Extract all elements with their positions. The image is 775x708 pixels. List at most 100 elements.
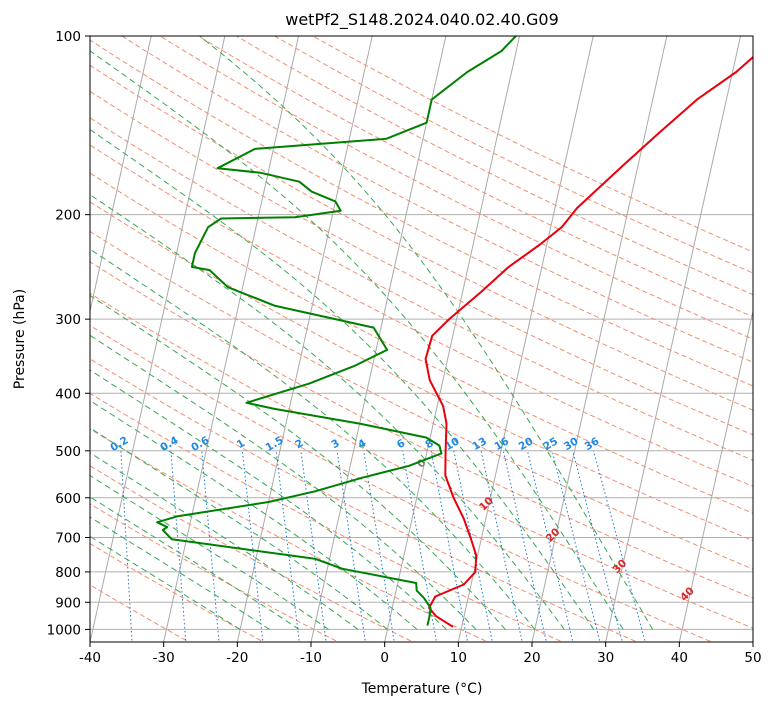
isotherm-line (90, 36, 226, 642)
dry-adiabat-line (90, 39, 753, 387)
moist-adiabat-line (90, 194, 565, 630)
moist-adiabat-line (90, 399, 418, 630)
isotherm-line (678, 308, 753, 642)
y-tick-label: 400 (55, 386, 81, 402)
y-tick-label: 700 (55, 531, 81, 547)
isotherm-line (531, 36, 668, 642)
dry-adiabat-line (90, 117, 753, 461)
y-tick-label: 300 (55, 312, 81, 328)
x-tick-label: -20 (226, 650, 248, 666)
mixing-ratio-line (402, 450, 437, 642)
mixing-ratio-line (275, 450, 300, 642)
mixing-ratio-line (502, 450, 547, 642)
axes-border (89, 35, 754, 643)
dry-adiabat-line (90, 358, 639, 642)
x-tick-label: 40 (671, 650, 688, 666)
isotherm-line (384, 36, 521, 642)
isotherm-label: 40 (678, 585, 697, 604)
y-tick-label: 600 (55, 491, 81, 507)
mixing-ratio-line (336, 450, 366, 642)
mixing-ratio-line (593, 450, 646, 642)
mixing-ratio-line (572, 450, 623, 642)
isotherm-label: 30 (610, 557, 629, 576)
dry-adiabat-line (90, 428, 489, 642)
mixing-ratio-label: 3 (329, 437, 341, 451)
dry-adiabat-line (90, 584, 190, 642)
temperature-profile-line (424, 55, 753, 628)
moist-adiabat-line (90, 334, 477, 630)
x-tick-label: -10 (300, 650, 322, 666)
dry-adiabat-line (311, 36, 753, 253)
isotherm-line (0, 23, 7, 645)
dry-adiabat-line (90, 392, 564, 642)
mixing-ratio-line (170, 450, 187, 642)
isotherm-line (236, 36, 373, 642)
y-tick-label: 800 (55, 565, 81, 581)
dry-adiabat-line (90, 292, 753, 629)
mixing-ratio-line (300, 450, 327, 642)
mixing-ratio-line (74, 451, 82, 645)
mixing-ratio-line (551, 450, 601, 642)
dry-adiabat-line (90, 230, 753, 570)
dry-adiabat-line (90, 261, 753, 599)
moist-adiabat-line (90, 535, 241, 630)
mixing-ratio-label: 1 (235, 437, 247, 451)
isotherm-line (752, 639, 753, 642)
x-tick-label: 20 (523, 650, 540, 666)
axes-frame: -40 -30 -20 -10 0 10 20 30 40 50 100 200 300 400 500 60… (47, 29, 762, 666)
dry-adiabat-line (90, 90, 753, 436)
dry-adiabat-line (235, 36, 753, 296)
x-tick-label: -40 (79, 650, 101, 666)
plot-area: 0.10.20.40.611.52346810131620253036-100-… (0, 23, 753, 645)
mixing-ratio-line (480, 450, 523, 642)
x-tick-label: 30 (597, 650, 614, 666)
mixing-ratio-line (201, 450, 220, 642)
dry-adiabat-line (159, 36, 753, 340)
moist-adiabat-line (90, 452, 359, 630)
x-tick-label: 10 (450, 650, 467, 666)
isotherm-line (605, 36, 742, 642)
mixing-ratio-line (430, 450, 469, 642)
dry-adiabat-line (90, 172, 753, 514)
dry-adiabat-line (90, 64, 753, 411)
x-tick-label: 0 (380, 650, 389, 666)
dry-adiabat-line (90, 503, 340, 642)
y-tick-label: 100 (55, 29, 81, 45)
mixing-ratio-line (527, 450, 574, 642)
moist-adiabat-line (90, 427, 388, 630)
moist-adiabat-line (90, 369, 447, 630)
mixing-ratio-line (363, 450, 395, 642)
moist-adiabat-line (90, 50, 624, 630)
mixing-ratio-label: 4 (356, 437, 368, 451)
mixing-ratio-line (120, 450, 133, 642)
dry-adiabat-line (273, 36, 753, 274)
dry-adiabat-line (90, 465, 415, 642)
moist-adiabat-line (199, 36, 654, 630)
dewpoint-profile-line (156, 36, 517, 626)
y-axis-label: Pressure (hPa) (12, 289, 28, 389)
mixing-ratio-line (241, 450, 264, 642)
moist-adiabat-line (90, 474, 329, 630)
isotherm-line (310, 36, 447, 642)
y-tick-label: 500 (55, 444, 81, 460)
dry-adiabat-line (90, 201, 753, 542)
moist-adiabat-line (90, 496, 300, 630)
y-tick-label: 900 (55, 595, 81, 611)
isotherm-line (90, 36, 152, 314)
x-tick-label: 50 (744, 650, 761, 666)
y-tick-label: 1000 (47, 622, 81, 638)
moist-adiabat-line (90, 294, 506, 630)
moist-adiabat-line (90, 128, 595, 630)
dry-adiabat-line (197, 36, 753, 318)
x-tick-label: -30 (153, 650, 175, 666)
moist-adiabat-line (90, 248, 536, 630)
mixing-ratio-line (453, 450, 493, 642)
moist-adiabat-line (90, 516, 270, 630)
isotherm-label: 20 (544, 526, 563, 545)
dry-adiabat-line (90, 324, 714, 642)
dry-adiabat-line (90, 144, 753, 487)
y-tick-label: 200 (55, 208, 81, 224)
chart-title: wetPf2_S148.2024.040.02.40.G09 (285, 10, 559, 30)
dry-adiabat-line (90, 542, 265, 642)
